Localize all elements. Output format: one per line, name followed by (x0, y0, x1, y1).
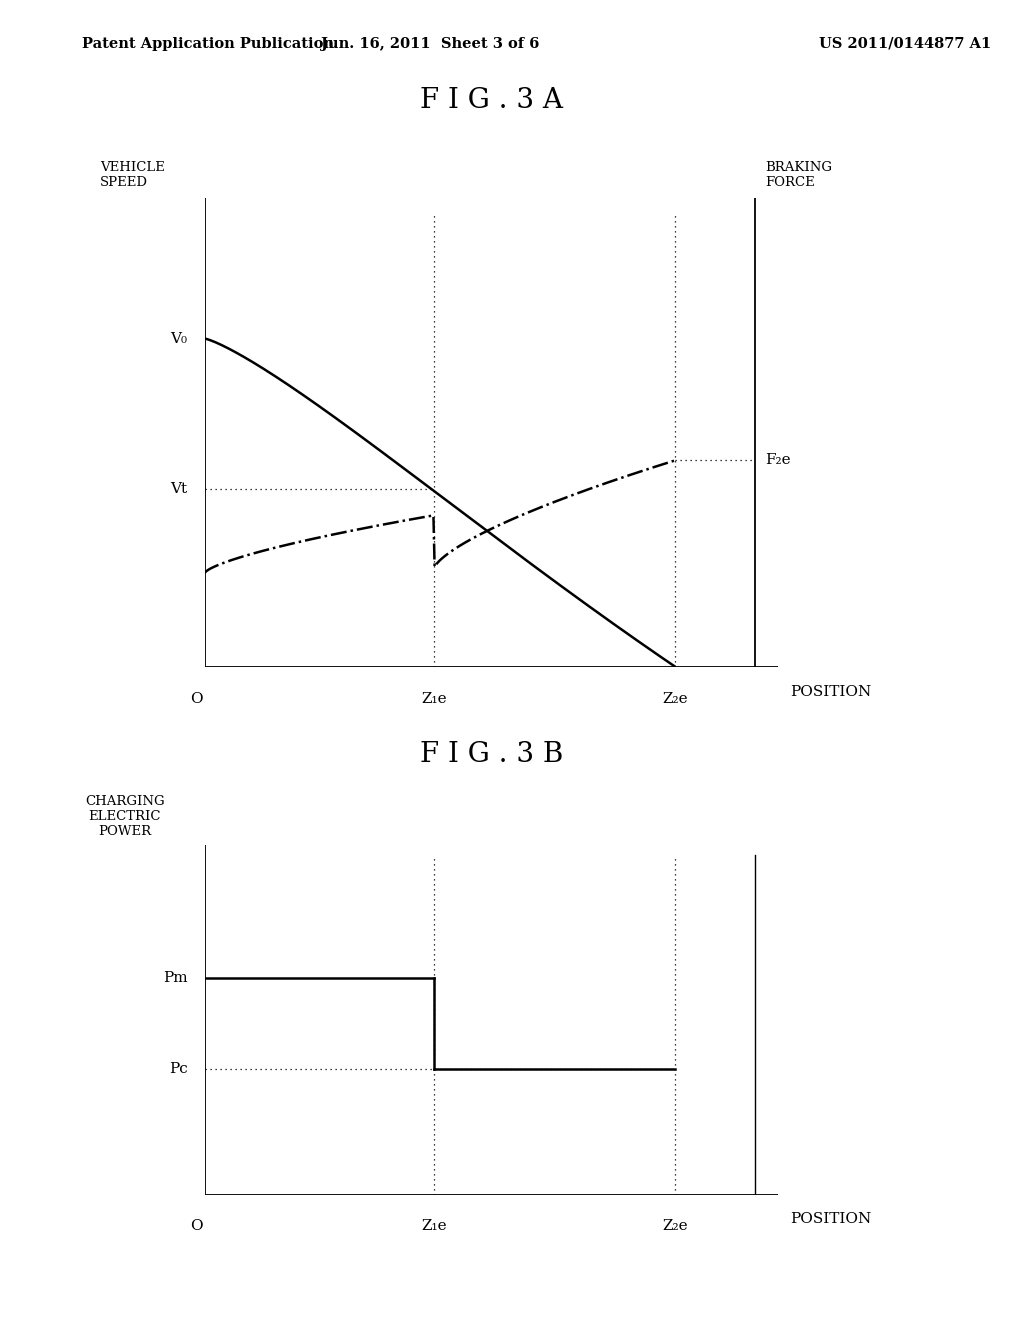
Text: POSITION: POSITION (790, 685, 871, 700)
Text: F₂e: F₂e (766, 453, 792, 467)
Text: O: O (189, 693, 203, 706)
Text: CHARGING
ELECTRIC
POWER: CHARGING ELECTRIC POWER (85, 795, 165, 838)
Text: O: O (189, 1220, 203, 1233)
Text: V₀: V₀ (171, 331, 187, 346)
Text: Pc: Pc (169, 1061, 187, 1076)
Text: BRAKING
FORCE: BRAKING FORCE (766, 161, 833, 189)
Text: VEHICLE
SPEED: VEHICLE SPEED (99, 161, 165, 189)
Text: Jun. 16, 2011  Sheet 3 of 6: Jun. 16, 2011 Sheet 3 of 6 (321, 37, 540, 51)
Text: F I G . 3 B: F I G . 3 B (420, 741, 563, 768)
Text: US 2011/0144877 A1: US 2011/0144877 A1 (819, 37, 991, 51)
Text: Pm: Pm (163, 970, 187, 985)
Text: Z₁e: Z₁e (421, 1220, 447, 1233)
Text: Z₂e: Z₂e (663, 1220, 688, 1233)
Text: F I G . 3 A: F I G . 3 A (420, 87, 563, 114)
Text: Z₂e: Z₂e (663, 693, 688, 706)
Text: Z₁e: Z₁e (421, 693, 447, 706)
Text: Patent Application Publication: Patent Application Publication (82, 37, 334, 51)
Text: Vt: Vt (170, 482, 187, 495)
Text: POSITION: POSITION (790, 1212, 871, 1226)
